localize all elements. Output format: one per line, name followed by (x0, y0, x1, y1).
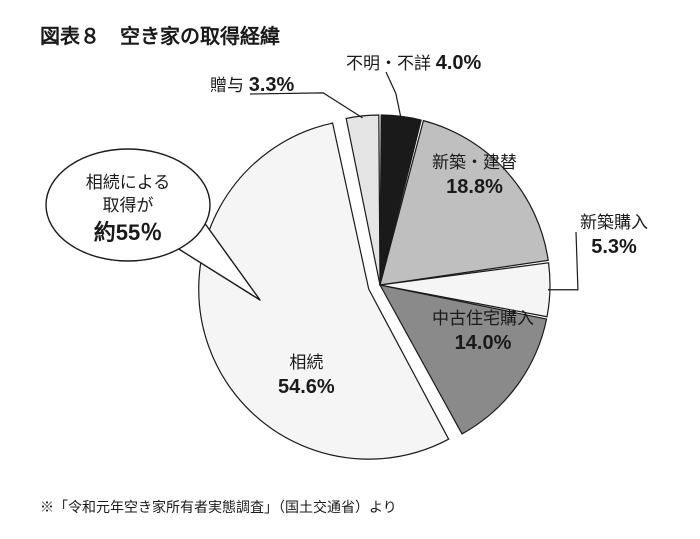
callout-line1: 相続による (86, 173, 171, 192)
slice-label-used_buy: 中古住宅購入 14.0% (432, 308, 534, 356)
slice-pct-new_build: 18.8% (446, 176, 503, 198)
slice-pct-inherit: 54.6% (278, 376, 335, 398)
slice-label-new_build: 新築・建替 18.8% (432, 152, 517, 200)
slice-name-unknown: 不明・不詳 (346, 54, 431, 73)
slice-name-used_buy: 中古住宅購入 (432, 309, 534, 328)
callout-text: 相続による 取得が 約55％ (60, 172, 196, 248)
slice-label-gift: 贈与 3.3% (210, 72, 294, 98)
leader-unknown (386, 72, 401, 118)
slice-pct-used_buy: 14.0% (455, 332, 512, 354)
callout-line2: 取得が (103, 196, 154, 215)
slice-name-new_build: 新築・建替 (432, 153, 517, 172)
footnote: ※「令和元年空き家所有者実態調査」（国土交通省）より (40, 497, 397, 517)
slice-label-inherit: 相続 54.6% (278, 352, 335, 400)
leader-new_buy (548, 232, 578, 290)
callout-big: 約55％ (94, 220, 162, 245)
slice-label-unknown: 不明・不詳 4.0% (346, 50, 481, 76)
slice-pct-unknown: 4.0% (436, 52, 482, 74)
pie-chart-svg (0, 0, 700, 539)
slice-pct-new_buy: 5.3% (591, 236, 637, 258)
slice-label-new_buy: 新築購入 5.3% (580, 212, 648, 260)
slice-name-gift: 贈与 (210, 76, 244, 95)
slice-name-new_buy: 新築購入 (580, 213, 648, 232)
slice-pct-gift: 3.3% (249, 74, 295, 96)
slice-name-inherit: 相続 (289, 353, 323, 372)
